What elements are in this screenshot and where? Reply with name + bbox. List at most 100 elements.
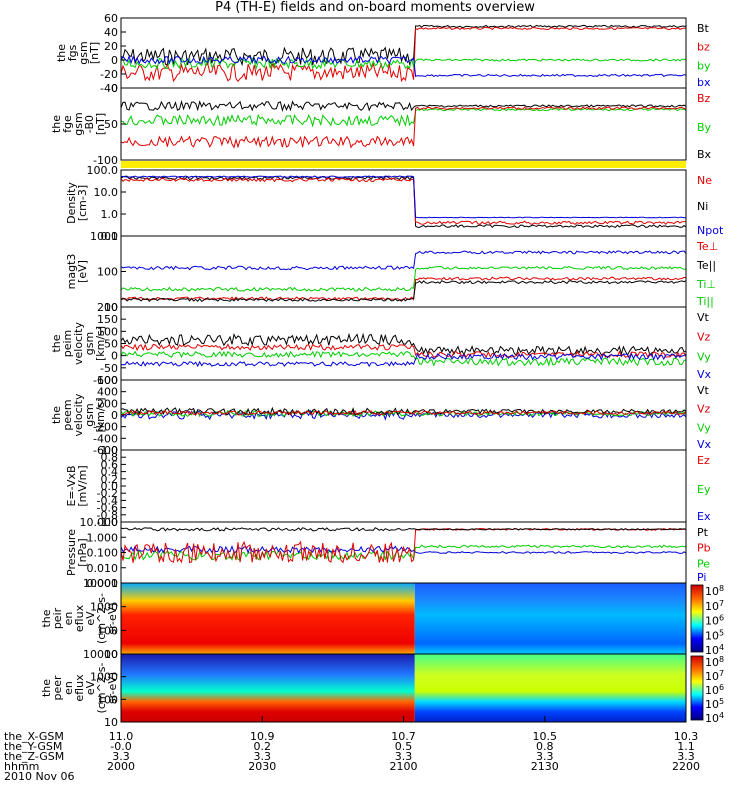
y-tick-label: 100.0	[87, 164, 119, 177]
y-tick-label: -0.8	[97, 509, 118, 522]
y-label-line: gsm	[83, 403, 96, 426]
y-tick-label: -100	[93, 154, 118, 167]
x-axis-value: 2100	[390, 760, 418, 773]
x-axis-value: 2130	[531, 760, 559, 773]
y-tick-label: 1000	[90, 601, 118, 614]
bz-trace	[120, 26, 687, 83]
legend-ne: Ne	[697, 174, 712, 187]
y-tick-label: 200	[97, 397, 118, 410]
y-tick-label: 100	[97, 325, 118, 338]
colorbar-tick-label: 105	[705, 697, 724, 711]
y-label-line: [cm-3]	[76, 185, 89, 221]
x-axis-value: 3.3	[112, 750, 130, 763]
y-label-line: peer	[51, 675, 64, 701]
by-trace	[120, 57, 687, 70]
y-tick-label: -50	[100, 362, 118, 375]
y-tick-label: 1.000	[87, 531, 119, 544]
colorbar-tick-label: 107	[705, 669, 724, 683]
y-tick-label: 0.4	[101, 466, 119, 479]
y-label-line: en	[62, 681, 75, 695]
y-tick-label: -200	[93, 421, 118, 434]
legend-vy: Vy	[697, 350, 711, 363]
te-par-trace	[120, 250, 687, 271]
y-tick-label: 1.0	[101, 444, 119, 457]
electron-spectrogram-right	[414, 654, 686, 722]
legend-by: By	[697, 121, 712, 134]
y-tick-label: 150	[97, 313, 118, 326]
y-label-line: sr-eV)	[106, 602, 119, 634]
legend-vt: Vt	[697, 384, 710, 397]
x-axis-row-label: hhmm	[4, 760, 39, 773]
y-label-line: the	[50, 334, 63, 352]
legend-ni: Ni	[697, 200, 708, 213]
y-label-line: gsm	[83, 332, 96, 355]
colorbar-tick-label: 108	[705, 584, 724, 598]
y-tick-label: -100	[93, 374, 118, 387]
y-label-line: the	[40, 609, 53, 627]
y-tick-label: 0	[111, 409, 118, 422]
x-axis-value: 11.0	[109, 730, 134, 743]
electron-spectrogram-left	[121, 654, 415, 722]
legend-by: by	[697, 59, 711, 72]
y-axis-label: Density[cm-3]	[65, 182, 89, 224]
y-label-line: [nT]	[88, 42, 101, 64]
y-label-line: en	[62, 612, 75, 626]
y-label-line: (cm^2-s-	[95, 593, 108, 644]
y-label-line: (cm^2-s-	[95, 663, 108, 714]
y-label-line: gsm	[72, 112, 85, 135]
vt-trace	[120, 332, 687, 357]
y-tick-label: -400	[93, 432, 118, 445]
y-tick-label: 40	[104, 26, 118, 39]
bx-trace	[120, 55, 687, 78]
legend-ti: Ti⊥	[696, 278, 716, 291]
y-label-line: the	[50, 115, 63, 133]
y-axis-label: E=-VxB[mV/m]	[65, 465, 89, 506]
vz-trace	[120, 343, 687, 359]
y-label-line: [nT]	[94, 113, 107, 135]
ion-spectrogram-right	[414, 583, 686, 654]
y-label-line: Pressure	[65, 529, 78, 576]
yellow-flag-bar	[121, 161, 686, 168]
legend-bx: bx	[697, 76, 711, 89]
x-axis-row-label: the_Y-GSM	[4, 740, 62, 753]
ni-trace	[120, 175, 687, 229]
legend-npot: Npot	[697, 224, 724, 237]
x-axis-value: 10.5	[533, 730, 558, 743]
legend-te: Te||	[696, 259, 716, 272]
pt-trace	[120, 527, 687, 532]
y-tick-label: 600	[97, 374, 118, 387]
y-tick-label: 0	[111, 54, 118, 67]
y-tick-label: 10	[104, 716, 118, 729]
colorbar-tick-label: 106	[705, 683, 724, 697]
y-tick-label: 0.0	[101, 480, 119, 493]
legend-pt: Pt	[697, 526, 709, 539]
legend-ex: Ex	[697, 510, 711, 523]
colorbar-tick-label: 108	[705, 655, 724, 669]
legend-ti: Ti||	[696, 295, 714, 308]
legend-ez: Ez	[697, 454, 710, 467]
legend-vx: Vx	[697, 368, 712, 381]
y-tick-label: 1000	[90, 671, 118, 684]
x-axis-value: 3.3	[254, 750, 272, 763]
y-axis-label: magt3[eV]	[65, 254, 89, 290]
x-axis-row-label: the_Z-GSM	[4, 750, 64, 763]
x-axis-value: 1.1	[677, 740, 695, 753]
y-tick-label: -50	[100, 118, 118, 131]
y-label-line: eflux	[73, 674, 86, 702]
y-label-line: velocity	[72, 322, 85, 365]
x-axis-value: 10.7	[391, 730, 416, 743]
x-axis-value: -0.0	[110, 740, 131, 753]
colorbar	[690, 655, 704, 721]
x-axis-row-label: the_X-GSM	[4, 730, 64, 743]
y-label-line: peem	[61, 399, 74, 430]
y-tick-label: -20	[100, 68, 118, 81]
y-tick-label: 400	[97, 386, 118, 399]
y-label-line: fge	[61, 115, 74, 133]
te-par-black-trace	[120, 280, 687, 303]
legend-ey: Ey	[697, 483, 711, 496]
y-label-line: fgs	[66, 44, 79, 61]
